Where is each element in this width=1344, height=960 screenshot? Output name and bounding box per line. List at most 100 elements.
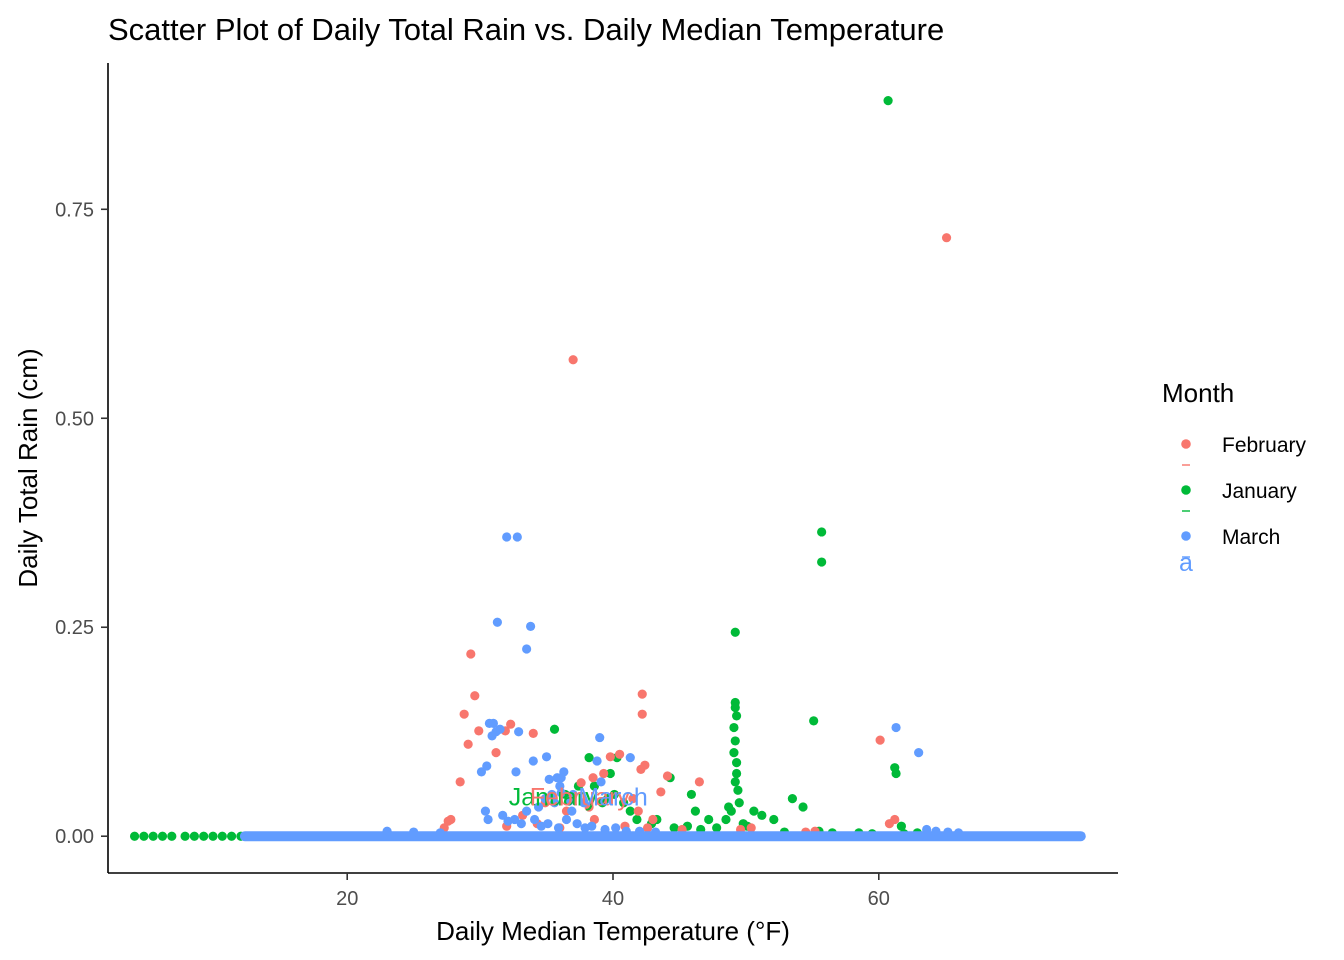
scatter-point [757, 810, 767, 820]
scatter-point [180, 831, 190, 841]
scatter-point [483, 814, 493, 825]
series-january [129, 96, 922, 841]
scatter-point [543, 819, 553, 829]
scatter-point [588, 773, 598, 783]
chart-title: Scatter Plot of Daily Total Rain vs. Dai… [108, 12, 944, 47]
scatter-point [584, 753, 594, 763]
scatter-point [609, 789, 619, 800]
legend-text-glyph: a [1179, 549, 1193, 577]
scatter-point [625, 806, 635, 816]
scatter-point [669, 823, 679, 833]
scatter-point [157, 831, 168, 841]
scatter-point [922, 824, 932, 835]
scatter-point [943, 827, 953, 837]
scatter-point [730, 736, 740, 746]
scatter-point [567, 806, 577, 816]
legend-entries: February January March a [1179, 434, 1306, 577]
series-march [239, 532, 1086, 842]
y-tick-label: 0.75 [55, 199, 94, 221]
scatter-point [482, 761, 492, 771]
legend-label: January [1222, 480, 1297, 503]
scatter-point [642, 823, 653, 833]
scatter-point [528, 728, 538, 739]
scatter-point [540, 794, 550, 804]
scatter-point [599, 768, 609, 779]
scatter-point [455, 777, 465, 787]
scatter-point [148, 831, 158, 841]
scatter-point [730, 777, 740, 787]
scatter-point [553, 823, 564, 833]
legend-label: March [1222, 526, 1280, 549]
scatter-point [619, 798, 629, 808]
scatter-point [502, 532, 512, 542]
scatter-point [733, 785, 743, 795]
scatter-point [526, 621, 536, 632]
scatter-point [953, 828, 964, 838]
x-axis-ticks: 20 40 60 [336, 873, 890, 910]
scatter-point [726, 806, 736, 816]
legend-key [1181, 485, 1191, 495]
scatter-point [435, 828, 445, 838]
y-axis-ticks: 0.00 0.25 0.50 0.75 [55, 199, 108, 848]
scatter-point [466, 649, 476, 659]
scatter-point [549, 798, 560, 808]
scatter-point [459, 709, 469, 719]
scatter-point [891, 722, 901, 733]
scatter-point [189, 831, 199, 841]
scatter-point [798, 802, 808, 812]
scatter-point [637, 709, 647, 719]
scatter-point [734, 798, 744, 808]
scatter-point [817, 557, 827, 567]
y-tick-label: 0.00 [55, 826, 94, 848]
scatter-point [495, 724, 505, 734]
scatter-point [694, 777, 704, 787]
scatter-point [491, 748, 501, 758]
scatter-point [603, 794, 613, 804]
legend-key [1181, 439, 1191, 449]
scatter-point [529, 814, 540, 825]
scatter-point [568, 789, 578, 800]
scatter-point [730, 702, 740, 713]
scatter-point [516, 819, 526, 829]
point-annotation: January [509, 783, 598, 811]
scatter-point [890, 814, 900, 825]
scatter-point [595, 732, 605, 743]
scatter-point [510, 814, 520, 825]
scatter-point [589, 781, 599, 791]
scatter-point [941, 233, 952, 243]
scatter-point [498, 810, 508, 820]
legend-label: February [1222, 434, 1307, 457]
scatter-point [605, 768, 615, 779]
scatter-point [634, 826, 645, 836]
legend-entry: February [1181, 434, 1307, 466]
scatter-point [731, 758, 742, 768]
scatter-point [787, 794, 798, 804]
scatter-point [487, 731, 497, 741]
scatter-point [731, 768, 742, 779]
scatter-point [480, 806, 491, 816]
x-tick-label: 20 [336, 888, 358, 910]
point-annotation: March [578, 783, 647, 811]
scatter-point [139, 831, 149, 841]
x-axis-title: Daily Median Temperature (°F) [436, 916, 790, 946]
scatter-point [522, 806, 532, 816]
scatter-point [576, 778, 586, 788]
scatter-point [474, 726, 484, 736]
scatter-point [662, 771, 673, 781]
scatter-point [564, 796, 574, 806]
scatter-point [875, 735, 885, 745]
scatter-point [463, 739, 473, 749]
scatter-point [931, 826, 941, 836]
scatter-point [476, 767, 487, 777]
scatter-point [633, 806, 643, 816]
scatter-point [632, 814, 642, 825]
scatter-point [208, 831, 218, 841]
scatter-point [561, 814, 572, 825]
scatter-point [690, 806, 700, 816]
scatter-point [817, 527, 827, 537]
scatter-point [129, 831, 140, 841]
legend: Month February January March a [1162, 378, 1307, 577]
scatter-point [446, 814, 456, 825]
scatter-point [883, 96, 893, 106]
